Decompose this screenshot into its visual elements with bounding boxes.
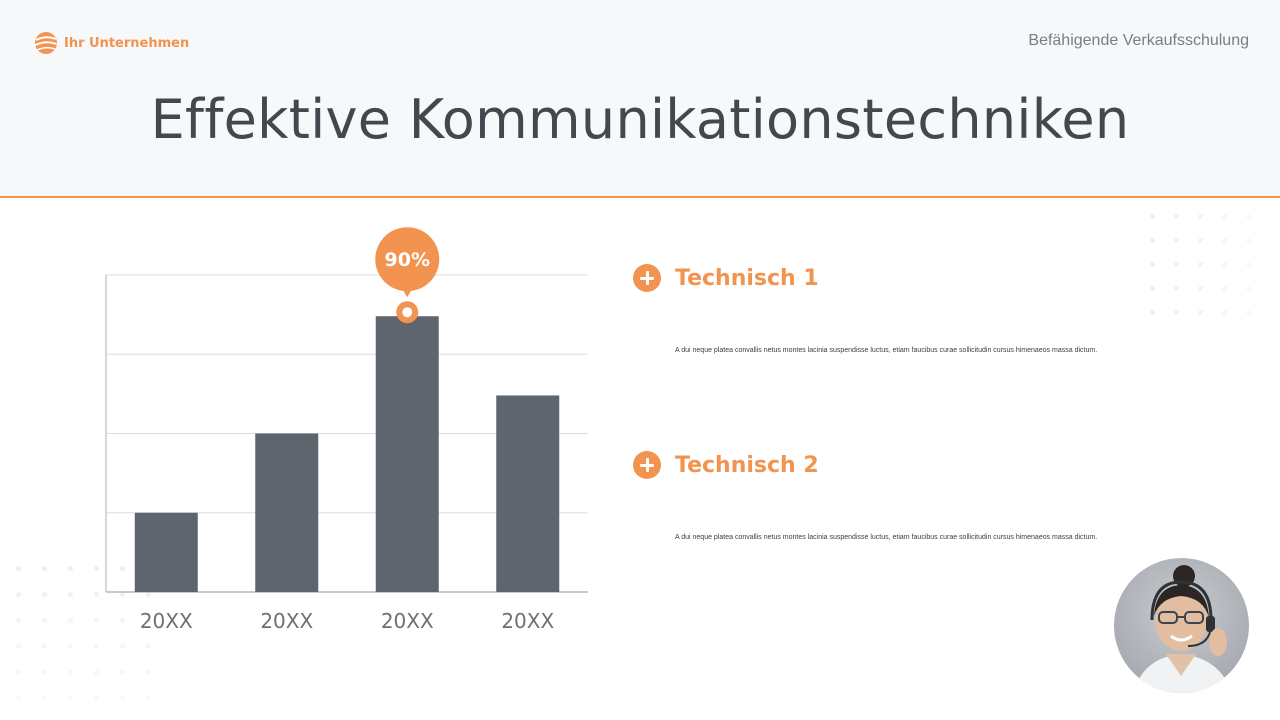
decorative-dot xyxy=(1150,310,1155,315)
decorative-dot xyxy=(1174,262,1179,267)
company-logo[interactable]: Ihr Unternehmen xyxy=(34,31,189,55)
decorative-dot xyxy=(146,696,151,701)
decorative-dot xyxy=(1150,214,1155,219)
decorative-dot xyxy=(42,566,47,571)
decorative-dot xyxy=(94,670,99,675)
plus-circle-icon[interactable] xyxy=(633,264,661,292)
decorative-dot xyxy=(146,592,151,597)
decorative-dot xyxy=(94,644,99,649)
decorative-dot xyxy=(1222,238,1227,243)
bar xyxy=(134,512,198,592)
decorative-dot xyxy=(94,618,99,623)
technique-item-2: Technisch 2 A dui neque platea convallis… xyxy=(633,451,1097,541)
decorative-dot xyxy=(68,644,73,649)
decorative-dot xyxy=(1222,262,1227,267)
plus-circle-icon[interactable] xyxy=(633,451,661,479)
technique-description: A dui neque platea convallis netus monte… xyxy=(675,347,1098,354)
technique-title: Technisch 1 xyxy=(675,265,819,291)
x-tick-label: 20XX xyxy=(501,609,554,633)
bar xyxy=(375,316,439,592)
decorative-dot xyxy=(120,592,125,597)
decorative-dot xyxy=(1174,310,1179,315)
decorative-dot xyxy=(120,670,125,675)
decorative-dot xyxy=(94,696,99,701)
bar xyxy=(496,395,560,592)
decorative-dot xyxy=(16,670,21,675)
headset-agent-illustration xyxy=(1134,565,1232,693)
decorative-dot xyxy=(68,670,73,675)
decorative-dot xyxy=(1150,286,1155,291)
highlight-marker-center xyxy=(402,307,413,318)
decorative-dot xyxy=(1198,286,1203,291)
decorative-dot xyxy=(94,592,99,597)
decorative-dots-top-right xyxy=(1150,214,1270,334)
decorative-dot xyxy=(1246,310,1251,315)
x-tick-label: 20XX xyxy=(381,609,434,633)
decorative-dot xyxy=(1246,238,1251,243)
x-tick-label: 20XX xyxy=(260,609,313,633)
globe-logo-icon xyxy=(35,32,57,54)
decorative-dot xyxy=(1246,214,1251,219)
decorative-dot xyxy=(68,592,73,597)
support-agent-photo xyxy=(1114,558,1249,693)
decorative-dot xyxy=(1198,262,1203,267)
decorative-dot xyxy=(16,696,21,701)
data-label: 90% xyxy=(385,249,430,271)
decorative-dot xyxy=(1222,214,1227,219)
technique-title: Technisch 2 xyxy=(675,452,819,478)
decorative-dot xyxy=(120,618,125,623)
decorative-dot xyxy=(16,618,21,623)
decorative-dot xyxy=(16,592,21,597)
presentation-subtitle: Befähigende Verkaufsschulung xyxy=(1028,32,1249,49)
bar xyxy=(255,433,319,592)
decorative-dot xyxy=(42,696,47,701)
decorative-dots-bottom-left xyxy=(16,566,166,716)
x-tick-label: 20XX xyxy=(140,609,193,633)
decorative-dot xyxy=(16,566,21,571)
decorative-dot xyxy=(120,696,125,701)
decorative-dot xyxy=(1150,238,1155,243)
logo-text: Ihr Unternehmen xyxy=(64,35,190,51)
decorative-dot xyxy=(1246,262,1251,267)
decorative-dot xyxy=(120,566,125,571)
decorative-dot xyxy=(1198,310,1203,315)
decorative-dot xyxy=(146,618,151,623)
decorative-dot xyxy=(68,618,73,623)
decorative-dot xyxy=(1222,310,1227,315)
bar-chart: 20XX 20XX 20XX 90% 20XX xyxy=(105,227,588,633)
header: Ihr Unternehmen Befähigende Verkaufsschu… xyxy=(0,0,1280,198)
technique-item-1: Technisch 1 A dui neque platea convallis… xyxy=(633,264,1097,354)
decorative-dot xyxy=(1198,214,1203,219)
decorative-dot xyxy=(16,644,21,649)
decorative-dot xyxy=(42,618,47,623)
decorative-dot xyxy=(42,592,47,597)
decorative-dot xyxy=(1174,286,1179,291)
decorative-dot xyxy=(146,644,151,649)
technique-description: A dui neque platea convallis netus monte… xyxy=(675,534,1098,541)
decorative-dot xyxy=(1198,238,1203,243)
decorative-dot xyxy=(42,644,47,649)
decorative-dot xyxy=(42,670,47,675)
decorative-dot xyxy=(146,670,151,675)
decorative-dot xyxy=(1246,286,1251,291)
decorative-dot xyxy=(1222,286,1227,291)
callout-bubble xyxy=(375,227,440,292)
decorative-dot xyxy=(1174,238,1179,243)
decorative-dot xyxy=(1150,262,1155,267)
decorative-dot xyxy=(120,644,125,649)
decorative-dot xyxy=(94,566,99,571)
decorative-dot xyxy=(68,696,73,701)
page-title: Effektive Kommunikationstechniken xyxy=(150,88,1130,151)
decorative-dot xyxy=(1174,214,1179,219)
decorative-dot xyxy=(68,566,73,571)
